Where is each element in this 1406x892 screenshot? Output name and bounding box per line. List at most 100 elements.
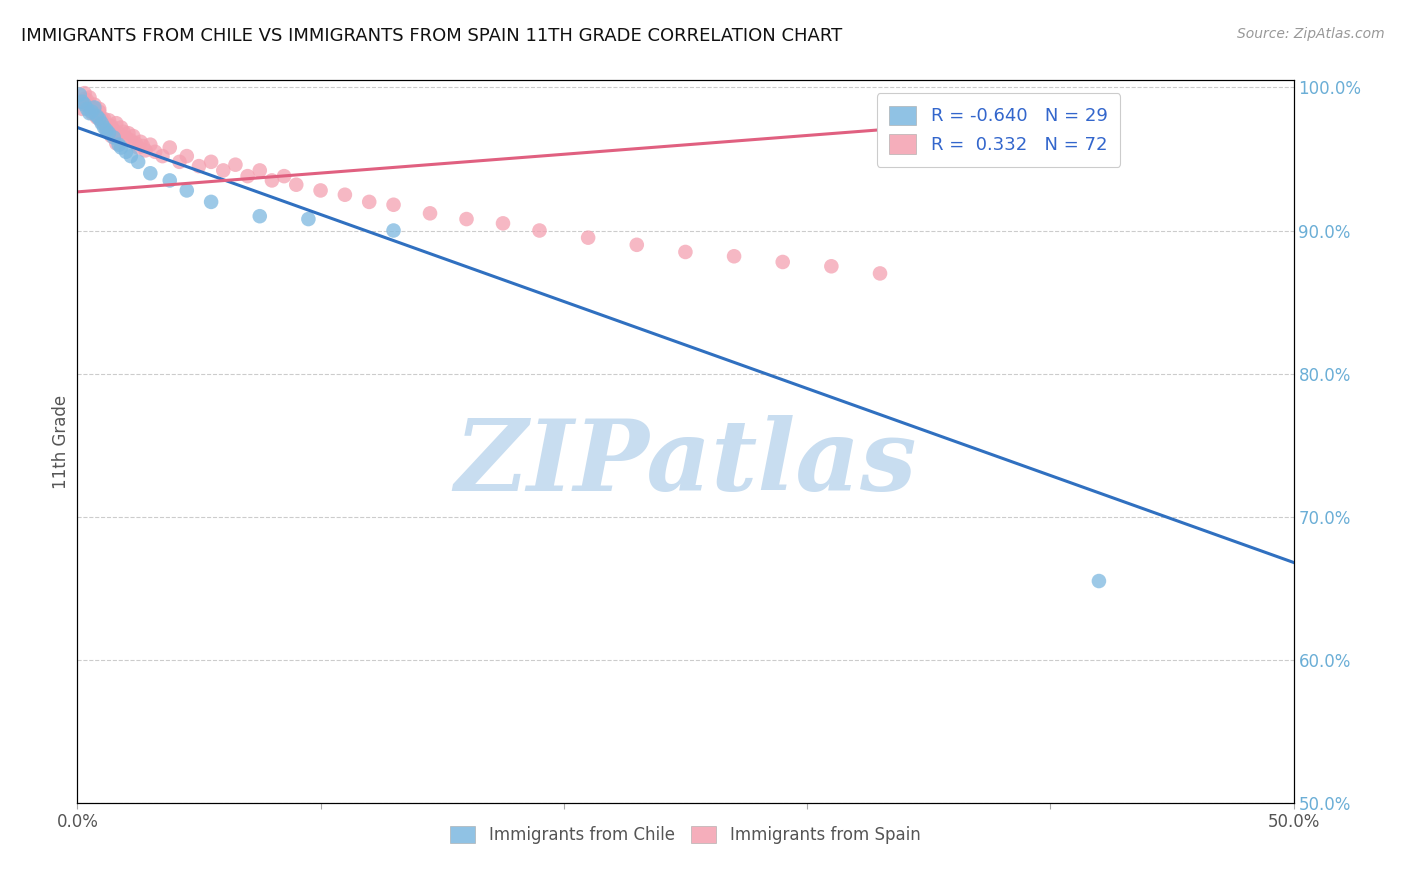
Point xyxy=(576,230,599,244)
Point xyxy=(297,212,319,227)
Text: Source: ZipAtlas.com: Source: ZipAtlas.com xyxy=(1237,27,1385,41)
Point xyxy=(79,99,101,113)
Point xyxy=(93,116,115,130)
Point xyxy=(76,97,98,112)
Point xyxy=(169,154,191,169)
Point xyxy=(200,154,222,169)
Point xyxy=(675,244,697,259)
Point xyxy=(90,112,112,126)
Text: IMMIGRANTS FROM CHILE VS IMMIGRANTS FROM SPAIN 11TH GRADE CORRELATION CHART: IMMIGRANTS FROM CHILE VS IMMIGRANTS FROM… xyxy=(21,27,842,45)
Point xyxy=(107,137,129,152)
Point xyxy=(73,97,96,112)
Point xyxy=(83,103,105,118)
Point xyxy=(143,145,166,159)
Point xyxy=(176,149,198,163)
Point xyxy=(456,212,478,227)
Point xyxy=(359,194,381,209)
Point xyxy=(103,123,125,137)
Point xyxy=(69,95,91,109)
Point xyxy=(1088,574,1111,588)
Point xyxy=(122,129,145,144)
Point xyxy=(83,97,105,112)
Point xyxy=(139,137,162,152)
Point xyxy=(86,111,108,125)
Point xyxy=(285,178,308,192)
Point xyxy=(80,106,103,120)
Point xyxy=(89,112,111,126)
Point xyxy=(249,209,271,223)
Point xyxy=(132,139,155,153)
Point xyxy=(120,149,142,163)
Point xyxy=(115,145,138,159)
Point xyxy=(236,169,259,183)
Point xyxy=(820,260,842,274)
Point xyxy=(73,92,96,106)
Point xyxy=(69,87,91,102)
Point xyxy=(772,255,794,269)
Point xyxy=(125,136,148,151)
Point xyxy=(96,122,118,136)
Point xyxy=(127,154,149,169)
Point xyxy=(86,109,108,123)
Point xyxy=(96,120,118,135)
Point xyxy=(200,194,222,209)
Point xyxy=(152,149,174,163)
Point xyxy=(90,115,112,129)
Point xyxy=(89,102,111,116)
Point xyxy=(134,144,156,158)
Point xyxy=(93,120,115,135)
Point xyxy=(159,140,181,154)
Point xyxy=(86,107,108,121)
Point xyxy=(120,133,142,147)
Point xyxy=(79,90,101,104)
Point xyxy=(73,86,96,100)
Point xyxy=(723,249,745,263)
Point xyxy=(80,104,103,119)
Text: ZIPatlas: ZIPatlas xyxy=(454,415,917,511)
Point xyxy=(105,136,128,151)
Point xyxy=(70,95,93,109)
Point xyxy=(97,119,120,133)
Point xyxy=(97,113,120,128)
Point xyxy=(224,158,246,172)
Point xyxy=(273,169,295,183)
Point xyxy=(129,135,152,149)
Point xyxy=(107,126,129,140)
Point xyxy=(79,106,101,120)
Point xyxy=(115,130,138,145)
Point xyxy=(260,173,283,187)
Point xyxy=(382,223,405,237)
Point xyxy=(159,173,181,187)
Point xyxy=(869,267,891,281)
Point xyxy=(112,125,135,139)
Point xyxy=(382,198,405,212)
Point xyxy=(419,206,441,220)
Point xyxy=(309,184,332,198)
Point xyxy=(110,140,132,154)
Point xyxy=(70,102,93,116)
Legend: Immigrants from Chile, Immigrants from Spain: Immigrants from Chile, Immigrants from S… xyxy=(441,817,929,852)
Point xyxy=(97,126,120,140)
Point xyxy=(100,119,122,133)
Point xyxy=(176,184,198,198)
Point xyxy=(93,112,115,126)
Point xyxy=(105,116,128,130)
Point xyxy=(83,100,105,114)
Y-axis label: 11th Grade: 11th Grade xyxy=(52,394,70,489)
Point xyxy=(110,120,132,135)
Point xyxy=(626,237,648,252)
Point xyxy=(96,123,118,137)
Point xyxy=(492,216,515,230)
Point xyxy=(127,140,149,154)
Point xyxy=(89,104,111,119)
Point xyxy=(76,93,98,107)
Point xyxy=(100,129,122,144)
Point xyxy=(529,223,551,237)
Point xyxy=(103,130,125,145)
Point xyxy=(212,163,235,178)
Point xyxy=(80,100,103,114)
Point xyxy=(249,163,271,178)
Point xyxy=(76,102,98,116)
Point xyxy=(117,126,139,140)
Point xyxy=(188,159,211,173)
